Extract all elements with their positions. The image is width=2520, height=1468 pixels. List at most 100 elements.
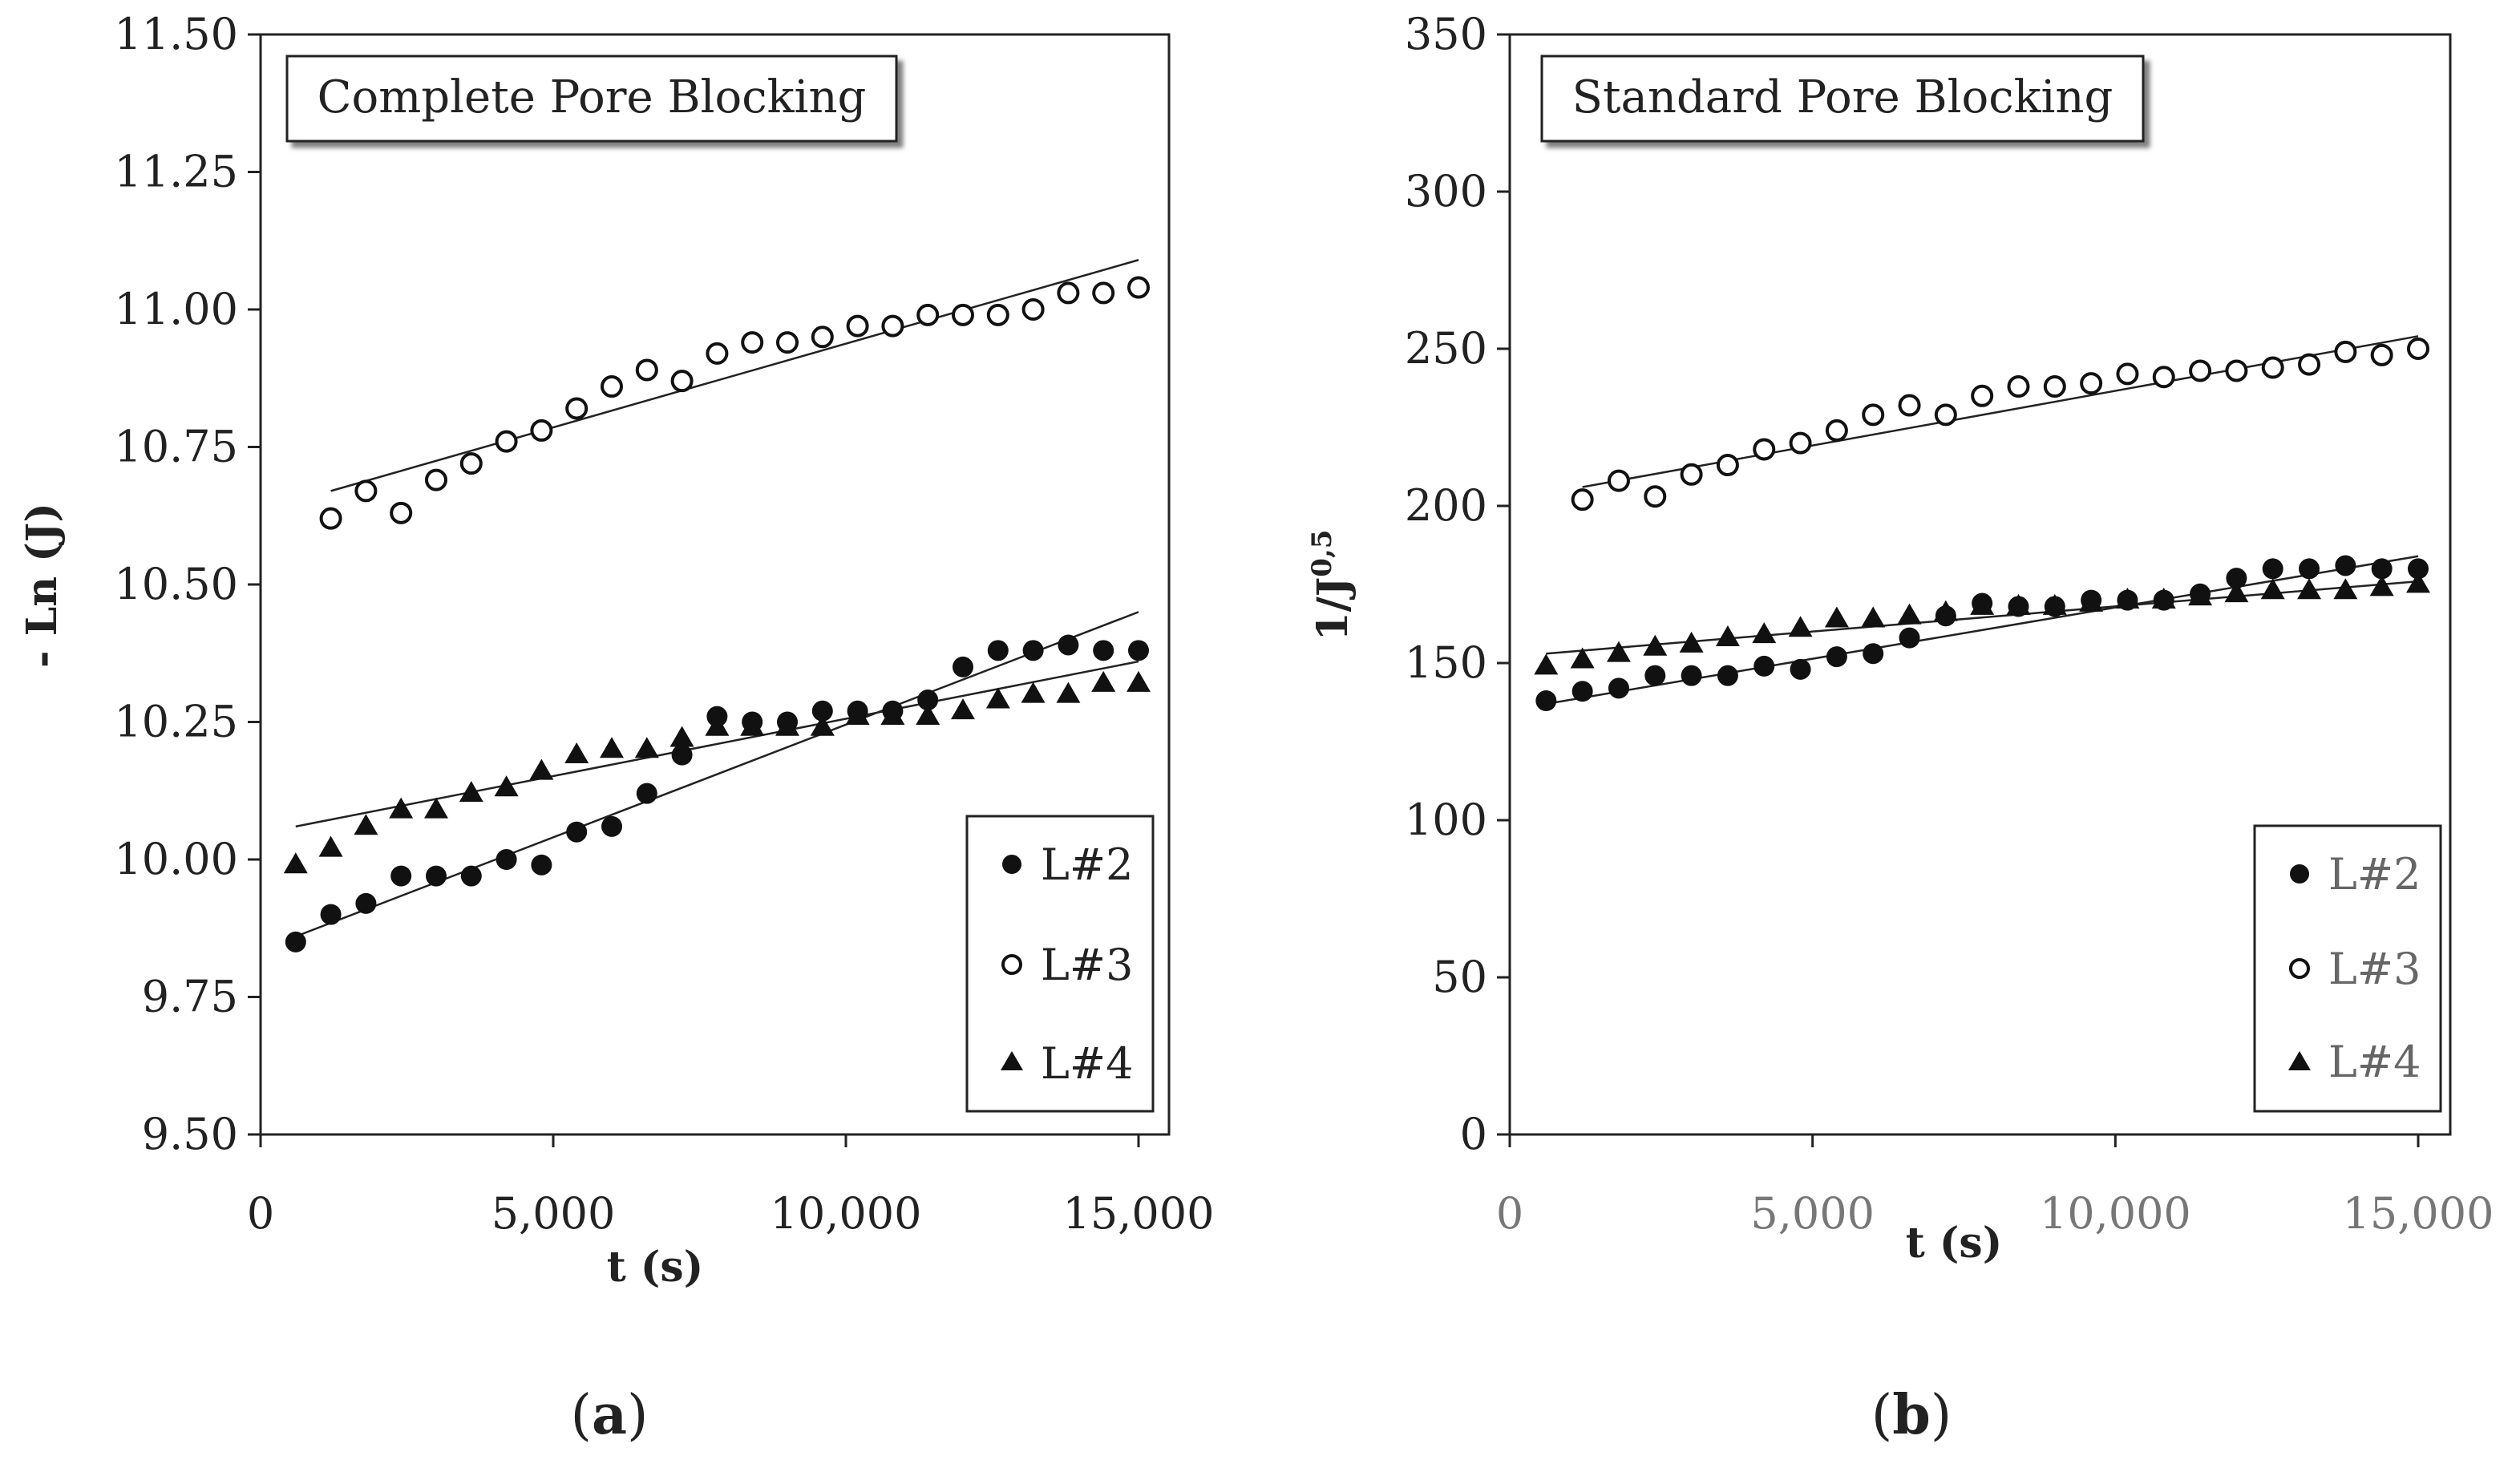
panel-a-legend-label-l2: L#2 <box>1041 839 1133 890</box>
panel-b-y-tick-label: 150 <box>1405 637 1487 688</box>
panel-b-point-l3 <box>1934 403 1957 427</box>
legend-filled-circle-marker <box>1002 855 1021 874</box>
panel-a-legend-label-l4: L#4 <box>1041 1038 1133 1089</box>
panel-b-title: Standard Pore Blocking <box>1572 71 2113 123</box>
panel-b-point-l4 <box>1752 622 1777 644</box>
panel-b-point-l3 <box>1680 463 1703 486</box>
panel-a-point-l2 <box>426 865 447 887</box>
panel-b-point-l4 <box>2224 581 2249 603</box>
panel-a-point-l2 <box>531 854 552 876</box>
panel-a-point-l2 <box>320 904 342 925</box>
panel-a-y-tick-label: 10.50 <box>114 559 238 609</box>
panel-a-y-axis-title: - Ln (J) <box>18 503 67 668</box>
panel-b-point-l3 <box>1753 438 1776 461</box>
panel-a-y-tick-label: 10.75 <box>114 422 238 472</box>
panel-a-point-l4 <box>1056 681 1081 703</box>
panel-a-point-l4 <box>600 737 624 758</box>
panel-a-point-l4 <box>951 698 975 720</box>
panel-a-point-l2 <box>355 892 377 914</box>
panel-a-point-l3 <box>565 397 589 420</box>
panel-a-point-l3 <box>390 501 413 524</box>
panel-b-y-tick-label: 300 <box>1405 166 1487 216</box>
panel-a-fit-line-l4 <box>295 660 1139 828</box>
panel-b-point-l3 <box>2116 362 2139 386</box>
panel-b-point-l4 <box>1643 634 1668 656</box>
panel-a-y-tick-label: 11.25 <box>114 147 238 197</box>
panel-a-point-l4 <box>1127 670 1151 692</box>
panel-a-legend-item-l2: L#2 <box>1002 839 1133 890</box>
panel-b-point-l3 <box>2370 343 2393 366</box>
panel-a-x-ticks: 0 5,000 10,000 15,000 <box>247 1134 1215 1239</box>
panel-a-point-l2 <box>636 783 657 804</box>
panel-b-x-tick-label: 0 <box>1496 1188 1523 1239</box>
panel-b-point-l2 <box>1790 658 1811 680</box>
panel-b-point-l3 <box>1862 403 1885 427</box>
panel-a-point-l2 <box>566 821 588 843</box>
legend-triangle-marker <box>1001 1051 1023 1070</box>
panel-b-caption-label: b <box>1892 1383 1931 1447</box>
panel-a-point-l3 <box>916 303 940 326</box>
panel-b-point-l2 <box>1535 690 1557 712</box>
panel-a-x-tick-label: 15,000 <box>1063 1188 1215 1239</box>
panel-b-y-tick-label: 250 <box>1405 323 1487 374</box>
panel-a-point-l3 <box>425 468 447 491</box>
panel-a-fit-line-l3 <box>330 259 1139 492</box>
panel-a-point-l2 <box>1093 640 1114 661</box>
panel-b-point-l4 <box>1715 625 1740 647</box>
panel-a-point-l3 <box>635 358 658 382</box>
panel-b-legend-item-l3: L#3 <box>2289 944 2421 994</box>
panel-b-point-l3 <box>1716 454 1739 477</box>
panel-a-point-l4 <box>669 726 694 747</box>
panel-a-x-tick-label: 10,000 <box>771 1188 922 1239</box>
panel-b-point-l4 <box>2006 593 2031 615</box>
panel-b-point-l3 <box>1789 431 1812 455</box>
panel-a-point-l4 <box>424 797 448 819</box>
panel-a-chart: 0 5,000 10,000 15,000 9.50 9.75 10.00 10.25 10.… <box>18 9 1214 1447</box>
panel-b-point-l4 <box>1679 631 1704 653</box>
panel-b-y-ticks: 0 50 100 150 200 250 300 350 <box>1405 9 1510 1159</box>
panel-a-point-l3 <box>706 342 729 365</box>
panel-a-point-l4 <box>564 742 589 764</box>
panel-b-point-l4 <box>1933 600 1958 621</box>
panel-a-y-tick-label: 11.00 <box>114 284 238 334</box>
panel-a-point-l4 <box>1091 670 1116 692</box>
panel-a-point-l4 <box>705 714 730 736</box>
panel-b-point-l2 <box>1717 665 1738 686</box>
panel-a-point-l4 <box>810 714 835 736</box>
panel-a-y-tick-label: 11.50 <box>114 9 238 59</box>
panel-b-point-l2 <box>2371 558 2393 580</box>
panel-a-legend: L#2 L#3 L#4 <box>965 815 1155 1113</box>
panel-a-point-l3 <box>601 375 623 398</box>
panel-a-point-l2 <box>390 865 412 887</box>
panel-a-x-tick-label: 0 <box>247 1188 274 1239</box>
panel-b-point-l2 <box>1753 655 1775 677</box>
panel-b-point-l4 <box>2042 593 2067 615</box>
panel-b-point-l2 <box>2335 555 2356 576</box>
panel-b-point-l4 <box>2260 578 2285 600</box>
panel-a-point-l4 <box>985 687 1010 709</box>
panel-b-point-l4 <box>1861 606 1886 628</box>
panel-b-point-l4 <box>2151 588 2176 609</box>
panel-b-point-l2 <box>1681 665 1702 686</box>
panel-a-point-l2 <box>671 744 693 766</box>
panel-a-legend-item-l3: L#3 <box>1001 940 1133 990</box>
panel-a-point-l4 <box>389 797 414 819</box>
panel-a-point-l3 <box>495 430 518 453</box>
panel-b-point-l3 <box>2407 338 2429 360</box>
panel-a-point-l4 <box>494 775 519 797</box>
panel-a-point-l3 <box>1127 276 1150 299</box>
panel-a-point-l3 <box>354 479 378 503</box>
panel-b-y-axis-title-superscript: 0,5 <box>1306 530 1338 577</box>
panel-a-point-l3 <box>811 326 834 349</box>
panel-b-point-l3 <box>1644 485 1667 508</box>
panel-a-point-l2 <box>1128 640 1149 661</box>
panel-a-point-l3 <box>670 370 694 393</box>
panel-a-point-l2 <box>460 865 482 887</box>
panel-b-point-l3 <box>2007 375 2030 398</box>
panel-b-point-l2 <box>1863 643 1884 665</box>
panel-b-point-l4 <box>2406 572 2430 593</box>
panel-b-point-l4 <box>2115 588 2140 609</box>
panel-b-point-l4 <box>1570 647 1595 669</box>
panel-b-point-l3 <box>1607 469 1630 492</box>
panel-b-point-l3 <box>1571 488 1594 512</box>
